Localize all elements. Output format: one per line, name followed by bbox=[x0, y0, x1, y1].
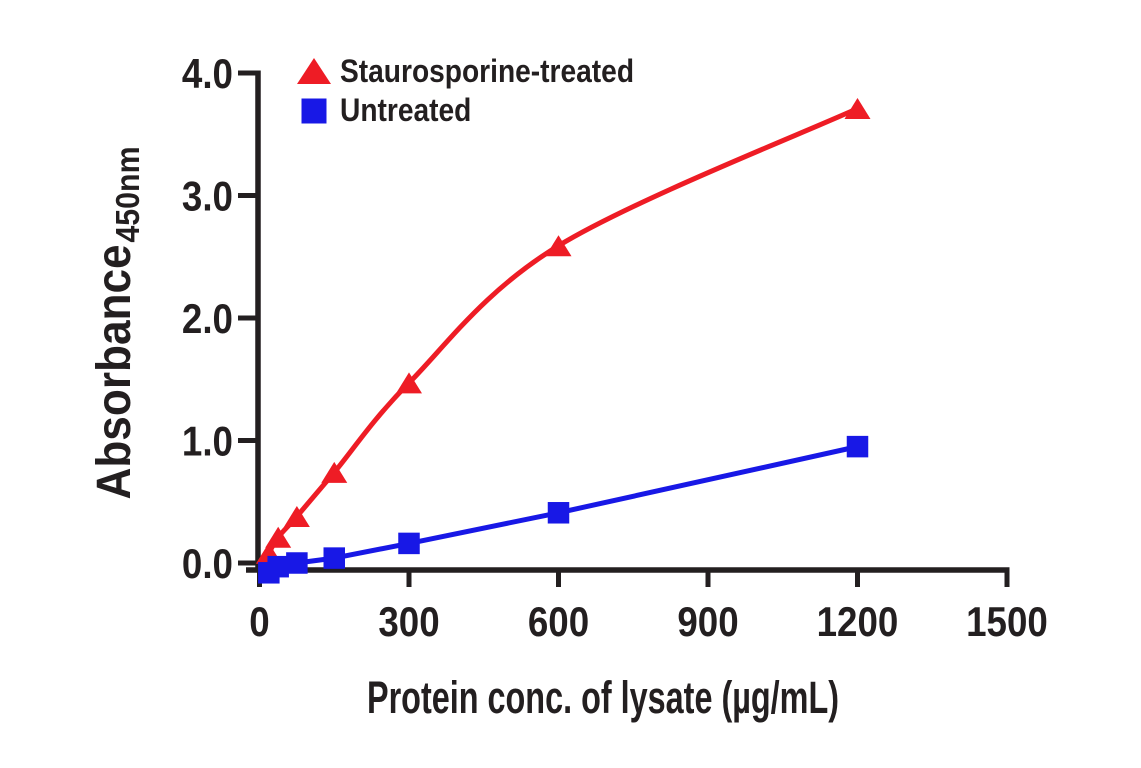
x-tick-label: 900 bbox=[677, 599, 738, 646]
y-axis-title-main: Absorbance bbox=[86, 244, 140, 499]
data-point-square bbox=[547, 502, 570, 524]
data-point-square bbox=[323, 547, 345, 569]
y-axis-title-subscript: 450nm bbox=[109, 146, 146, 242]
data-point-triangle bbox=[396, 372, 422, 394]
y-tick-label: 3.0 bbox=[182, 173, 233, 220]
data-point-triangle bbox=[844, 98, 871, 120]
data-point-triangle bbox=[265, 526, 292, 548]
x-tick-label: 300 bbox=[378, 599, 439, 646]
x-axis-title: Protein conc. of lysate (µg/mL) bbox=[367, 674, 839, 723]
y-tick-label: 0.0 bbox=[182, 541, 233, 588]
series-line-staurosporine bbox=[266, 106, 860, 556]
y-tick-label: 4.0 bbox=[182, 51, 233, 98]
legend-marker-untreated-square-icon bbox=[301, 98, 327, 124]
x-tick-label: 0 bbox=[249, 599, 269, 646]
data-point-square bbox=[398, 532, 420, 555]
y-tick-label: 1.0 bbox=[182, 418, 233, 465]
y-tick-label: 2.0 bbox=[182, 296, 233, 343]
data-point-square bbox=[267, 555, 289, 578]
legend-label-untreated: Untreated bbox=[340, 93, 471, 128]
data-point-triangle bbox=[545, 235, 572, 257]
x-tick-label: 1200 bbox=[817, 599, 899, 646]
legend-label-staurosporine: Staurosporine-treated bbox=[340, 54, 634, 89]
x-tick-label: 600 bbox=[528, 599, 589, 646]
data-point-square bbox=[286, 552, 308, 574]
legend-marker-staurosporine-triangle-icon bbox=[297, 58, 331, 84]
data-point-triangle bbox=[321, 461, 348, 483]
data-point-square bbox=[846, 435, 869, 458]
data-point-triangle bbox=[283, 505, 310, 527]
legend: Staurosporine-treated Untreated bbox=[297, 54, 634, 128]
plot-area: 0.0 1.0 2.0 3.0 4.0 0 300 600 900 1200 1500 bbox=[182, 51, 1048, 646]
y-axis-title: Absorbance450nm bbox=[86, 146, 146, 499]
x-tick-label: 1500 bbox=[966, 599, 1048, 646]
